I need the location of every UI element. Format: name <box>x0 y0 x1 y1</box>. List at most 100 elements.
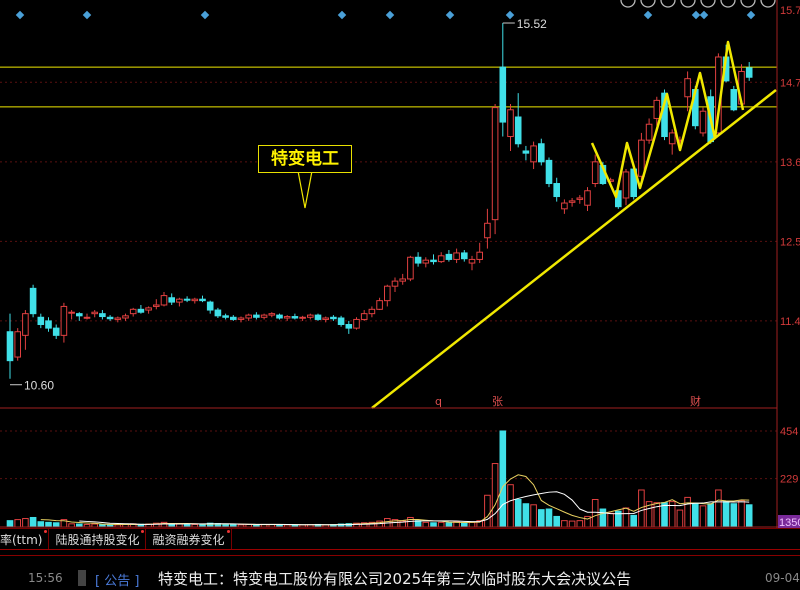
event-diamond[interactable] <box>746 10 756 20</box>
event-diamonds[interactable] <box>15 10 756 20</box>
candle <box>183 296 191 303</box>
candle-body <box>291 316 299 319</box>
news-title[interactable]: 特变电工：特变电工股份有限公司2025年第三次临时股东大会决议公告 <box>158 570 632 588</box>
undo-icon[interactable] <box>680 0 696 8</box>
candle-body <box>122 315 129 319</box>
candle-body <box>299 316 306 319</box>
candle <box>468 255 476 271</box>
candle <box>168 293 175 305</box>
grid-lines <box>0 81 777 480</box>
event-diamond[interactable] <box>445 10 455 20</box>
candle <box>222 313 229 320</box>
candle <box>314 313 322 321</box>
candle <box>153 299 160 310</box>
price-tick-label: 14.7 <box>780 77 800 89</box>
candle-body <box>99 313 106 318</box>
candle-body <box>622 171 630 199</box>
event-marker[interactable]: 张 <box>492 395 503 408</box>
candle <box>214 307 222 318</box>
candle-body <box>407 256 414 280</box>
event-marker[interactable]: 财 <box>690 394 701 408</box>
candle-body <box>260 314 268 318</box>
volume-bar <box>738 500 745 528</box>
trend-line[interactable] <box>371 89 777 409</box>
play-icon[interactable] <box>660 0 676 8</box>
zoom-out-icon[interactable] <box>760 0 776 8</box>
candle <box>206 300 214 314</box>
news-ticker[interactable]: 15:56 [ 公告 ] 特变电工：特变电工股份有限公司2025年第三次临时股东… <box>0 570 800 590</box>
zoom-in-icon[interactable] <box>740 0 756 8</box>
stock-chart[interactable]: 15.7 14.7 13.6 12.5 11.4 454 229 1350 15.52 10.6… <box>0 0 800 528</box>
candle <box>307 313 314 320</box>
candle-body <box>530 145 537 163</box>
candle-body <box>168 297 175 303</box>
cursor-value-bg <box>778 515 800 528</box>
volume-bar <box>591 499 599 528</box>
candle <box>384 284 391 307</box>
volume-bar <box>715 489 722 528</box>
volume-bar <box>491 463 499 528</box>
scissors-icon[interactable] <box>700 0 716 8</box>
candle <box>91 310 99 318</box>
candle-body <box>183 298 191 301</box>
event-marker[interactable]: q <box>435 395 442 408</box>
candle <box>645 118 653 144</box>
candle <box>83 313 91 320</box>
candle-body <box>638 139 645 177</box>
candle-body <box>337 317 345 326</box>
candle-body <box>137 308 145 313</box>
candle-body <box>353 318 360 329</box>
event-diamond[interactable] <box>385 10 395 20</box>
candle-body <box>237 317 245 320</box>
price-tick-label: 12.5 <box>780 236 800 248</box>
candle-body <box>730 89 738 111</box>
event-diamond[interactable] <box>82 10 92 20</box>
volume-tick-label: 454 <box>780 426 798 438</box>
candle <box>561 199 568 214</box>
event-diamond[interactable] <box>505 10 515 20</box>
square-icon[interactable] <box>720 0 736 8</box>
candle-body <box>491 107 499 221</box>
volume-bar <box>422 521 430 528</box>
candle <box>684 71 691 112</box>
hand-icon[interactable] <box>640 0 656 8</box>
candle <box>576 195 584 204</box>
candle-body <box>399 278 406 282</box>
candle-body <box>591 161 599 185</box>
candle <box>45 317 52 332</box>
candle <box>499 23 507 137</box>
candle <box>129 307 137 317</box>
event-diamond[interactable] <box>337 10 347 20</box>
event-diamond[interactable] <box>691 10 701 20</box>
candle <box>730 85 738 112</box>
candle-body <box>522 150 530 154</box>
candle <box>538 138 545 166</box>
volume-bar <box>607 512 614 528</box>
annotation-label[interactable]: 特变电工 <box>258 145 352 173</box>
price-axis <box>0 0 800 528</box>
event-diamond[interactable] <box>15 10 25 20</box>
zigzag-arrows[interactable] <box>590 40 745 199</box>
candle <box>553 177 561 202</box>
candle-body <box>160 295 168 306</box>
candle <box>268 312 276 318</box>
candle <box>445 250 453 262</box>
tab-margin-trading[interactable]: 融资融券变化 <box>152 529 232 549</box>
event-diamond[interactable] <box>643 10 653 20</box>
candle-body <box>268 313 276 316</box>
event-diamond[interactable] <box>200 10 210 20</box>
candle-body <box>422 259 430 264</box>
event-diamond[interactable] <box>699 10 709 20</box>
candle <box>237 316 245 323</box>
news-scrollbar[interactable] <box>78 570 86 586</box>
candle <box>60 302 68 343</box>
candle-body <box>561 202 568 210</box>
candle <box>430 254 437 265</box>
candle <box>253 312 260 320</box>
volume-bar <box>14 519 21 528</box>
clock-icon[interactable] <box>620 0 636 8</box>
candle <box>653 96 661 126</box>
candle <box>160 291 168 307</box>
tab-pe-ttm[interactable]: 率(ttm) <box>0 529 50 549</box>
tab-northbound-holdings[interactable]: 陆股通持股变化 <box>55 529 147 549</box>
